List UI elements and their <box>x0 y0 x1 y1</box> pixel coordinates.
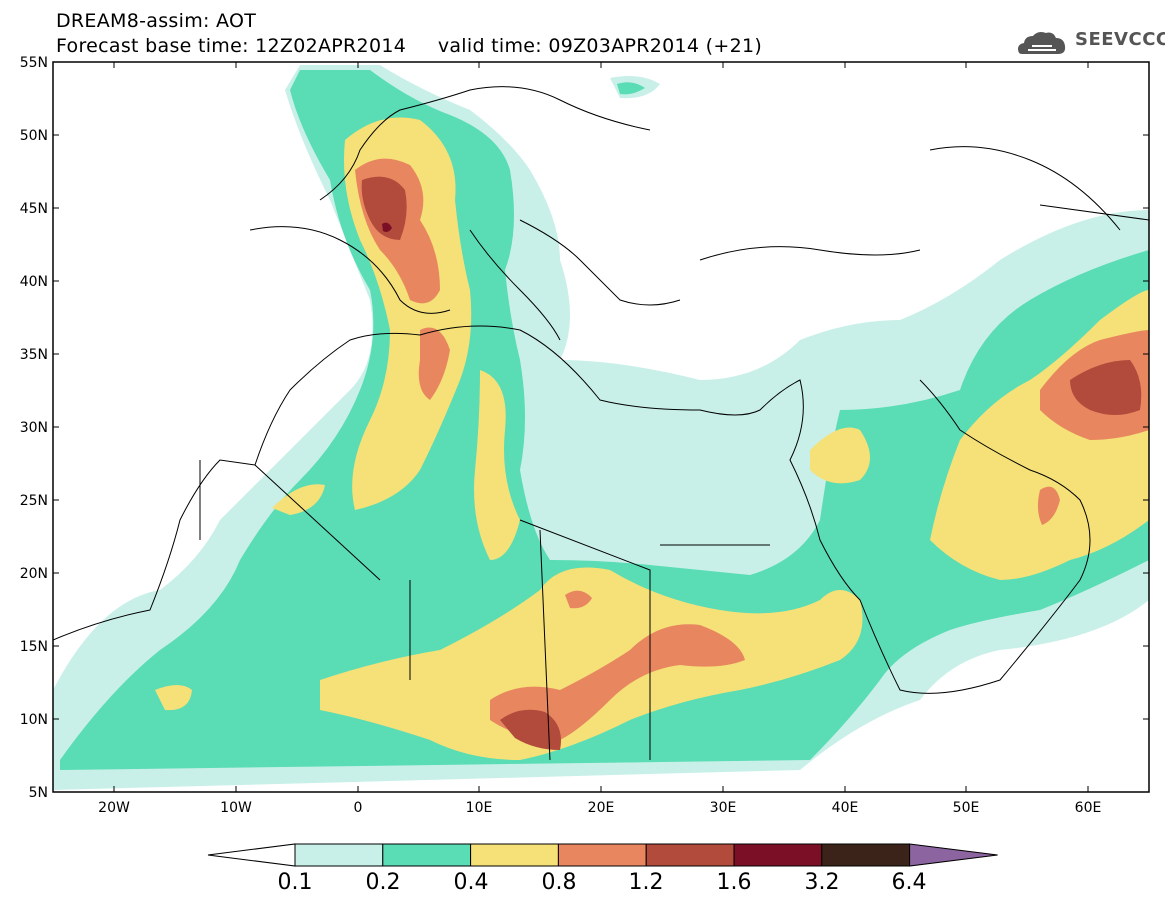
colorbar-overflow <box>909 843 998 867</box>
lat-label: 45N <box>20 201 48 217</box>
lat-label: 35N <box>20 347 48 363</box>
colorbar-segment <box>470 843 559 867</box>
lon-axis: 20W 10W 0 10E 20E 30E 40E 50E 60E <box>98 62 1101 816</box>
lat-label: 55N <box>20 55 48 71</box>
lon-label: 0 <box>354 800 363 816</box>
lon-label: 50E <box>953 800 980 816</box>
colorbar-label: 1.6 <box>716 870 752 895</box>
colorbar-label: 0.8 <box>541 870 577 895</box>
colorbar-segment <box>821 843 911 867</box>
lat-label: 15N <box>20 639 48 655</box>
lat-axis: 55N 50N 45N 40N 35N 30N 25N 20N 15N 10N … <box>20 55 1149 801</box>
colorbar-segment <box>294 843 384 867</box>
forecast-time-line: Forecast base time: 12Z02APR2014 valid t… <box>56 35 763 57</box>
lon-label: 20E <box>588 800 615 816</box>
lon-label: 20W <box>98 800 130 816</box>
cloud-logo-icon <box>1018 32 1066 54</box>
lat-label: 40N <box>20 274 48 290</box>
colorbar-label: 0.1 <box>277 870 313 895</box>
logo-text: SEEVCCC <box>1075 29 1165 50</box>
lat-label: 50N <box>20 128 48 144</box>
colorbar-segment <box>645 843 735 867</box>
lat-label: 10N <box>20 712 48 728</box>
lat-label: 20N <box>20 566 48 582</box>
colorbar-label: 1.2 <box>628 870 664 895</box>
lon-label: 10E <box>466 800 493 816</box>
colorbar-segment <box>733 843 823 867</box>
colorbar-segment <box>382 843 472 867</box>
lat-label: 25N <box>20 493 48 509</box>
colorbar-label: 0.2 <box>365 870 401 895</box>
lat-label: 30N <box>20 420 48 436</box>
aot-contours <box>53 65 1149 790</box>
colorbar-label: 3.2 <box>804 870 840 895</box>
coastlines <box>53 86 1149 761</box>
lat-label: 5N <box>29 785 48 801</box>
colorbar-underflow <box>207 843 296 867</box>
colorbar-label: 0.4 <box>453 870 489 895</box>
lon-label: 30E <box>710 800 737 816</box>
lon-label: 10W <box>220 800 252 816</box>
colorbar <box>207 843 998 867</box>
map-title: DREAM8-assim: AOT <box>56 10 257 32</box>
lon-label: 60E <box>1075 800 1102 816</box>
lon-label: 40E <box>832 800 859 816</box>
colorbar-segment <box>557 843 647 867</box>
colorbar-label: 6.4 <box>891 870 927 895</box>
